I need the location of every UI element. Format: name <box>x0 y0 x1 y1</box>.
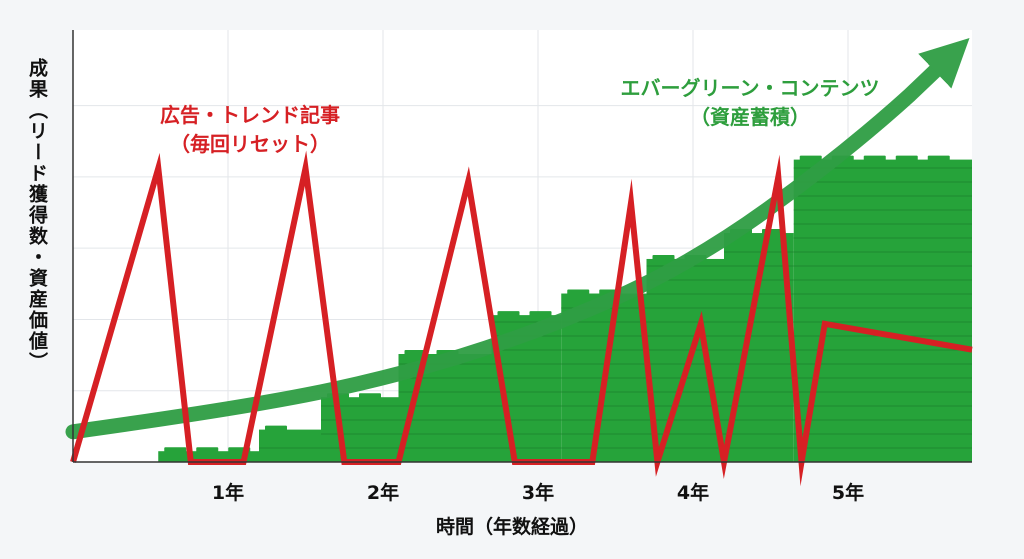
ad-trend-annotation-line1: 広告・トレンド記事 <box>160 103 340 127</box>
evergreen-annotation-line2: （資産蓄積） <box>690 105 810 129</box>
evergreen-step-bump <box>359 393 381 399</box>
evergreen-step-bump <box>863 155 886 161</box>
x-tick-label: 5年 <box>832 481 864 504</box>
evergreen-step-bump <box>265 425 287 431</box>
evergreen-step-bar <box>259 429 321 462</box>
evergreen-annotation-line1: エバーグリーン・コンテンツ <box>620 76 880 100</box>
evergreen-step-bump <box>497 311 520 317</box>
ad-trend-annotation-line2: （毎回リセット） <box>170 132 330 156</box>
evergreen-step-bump <box>196 447 219 453</box>
evergreen-step-bump <box>529 311 552 317</box>
x-tick-label: 4年 <box>677 481 709 504</box>
evergreen-step-bump <box>895 155 918 161</box>
evergreen-step-bump <box>799 155 822 161</box>
x-tick-label: 1年 <box>212 481 244 504</box>
growth-trend-arrow <box>65 38 970 440</box>
ad-trend-annotation: 広告・トレンド記事 （毎回リセット） <box>90 101 410 159</box>
evergreen-step-bump <box>927 155 950 161</box>
evergreen-step-bump <box>404 350 427 355</box>
evergreen-step-bar <box>158 451 259 462</box>
x-axis-label: 時間（年数経過） <box>435 516 588 538</box>
evergreen-step-bar <box>793 159 972 462</box>
evergreen-step-bump <box>567 289 590 295</box>
y-axis-label: 成果（リード獲得数・資産価値） <box>26 58 48 373</box>
evergreen-step-bar <box>646 258 724 462</box>
evergreen-steps-group <box>158 155 972 462</box>
x-tick-label: 2年 <box>367 481 399 504</box>
x-tick-label: 3年 <box>522 481 554 504</box>
evergreen-step-bump <box>164 447 187 453</box>
evergreen-step-bump <box>652 254 675 260</box>
evergreen-annotation: エバーグリーン・コンテンツ （資産蓄積） <box>560 74 940 132</box>
evergreen-step-bar <box>321 397 399 462</box>
